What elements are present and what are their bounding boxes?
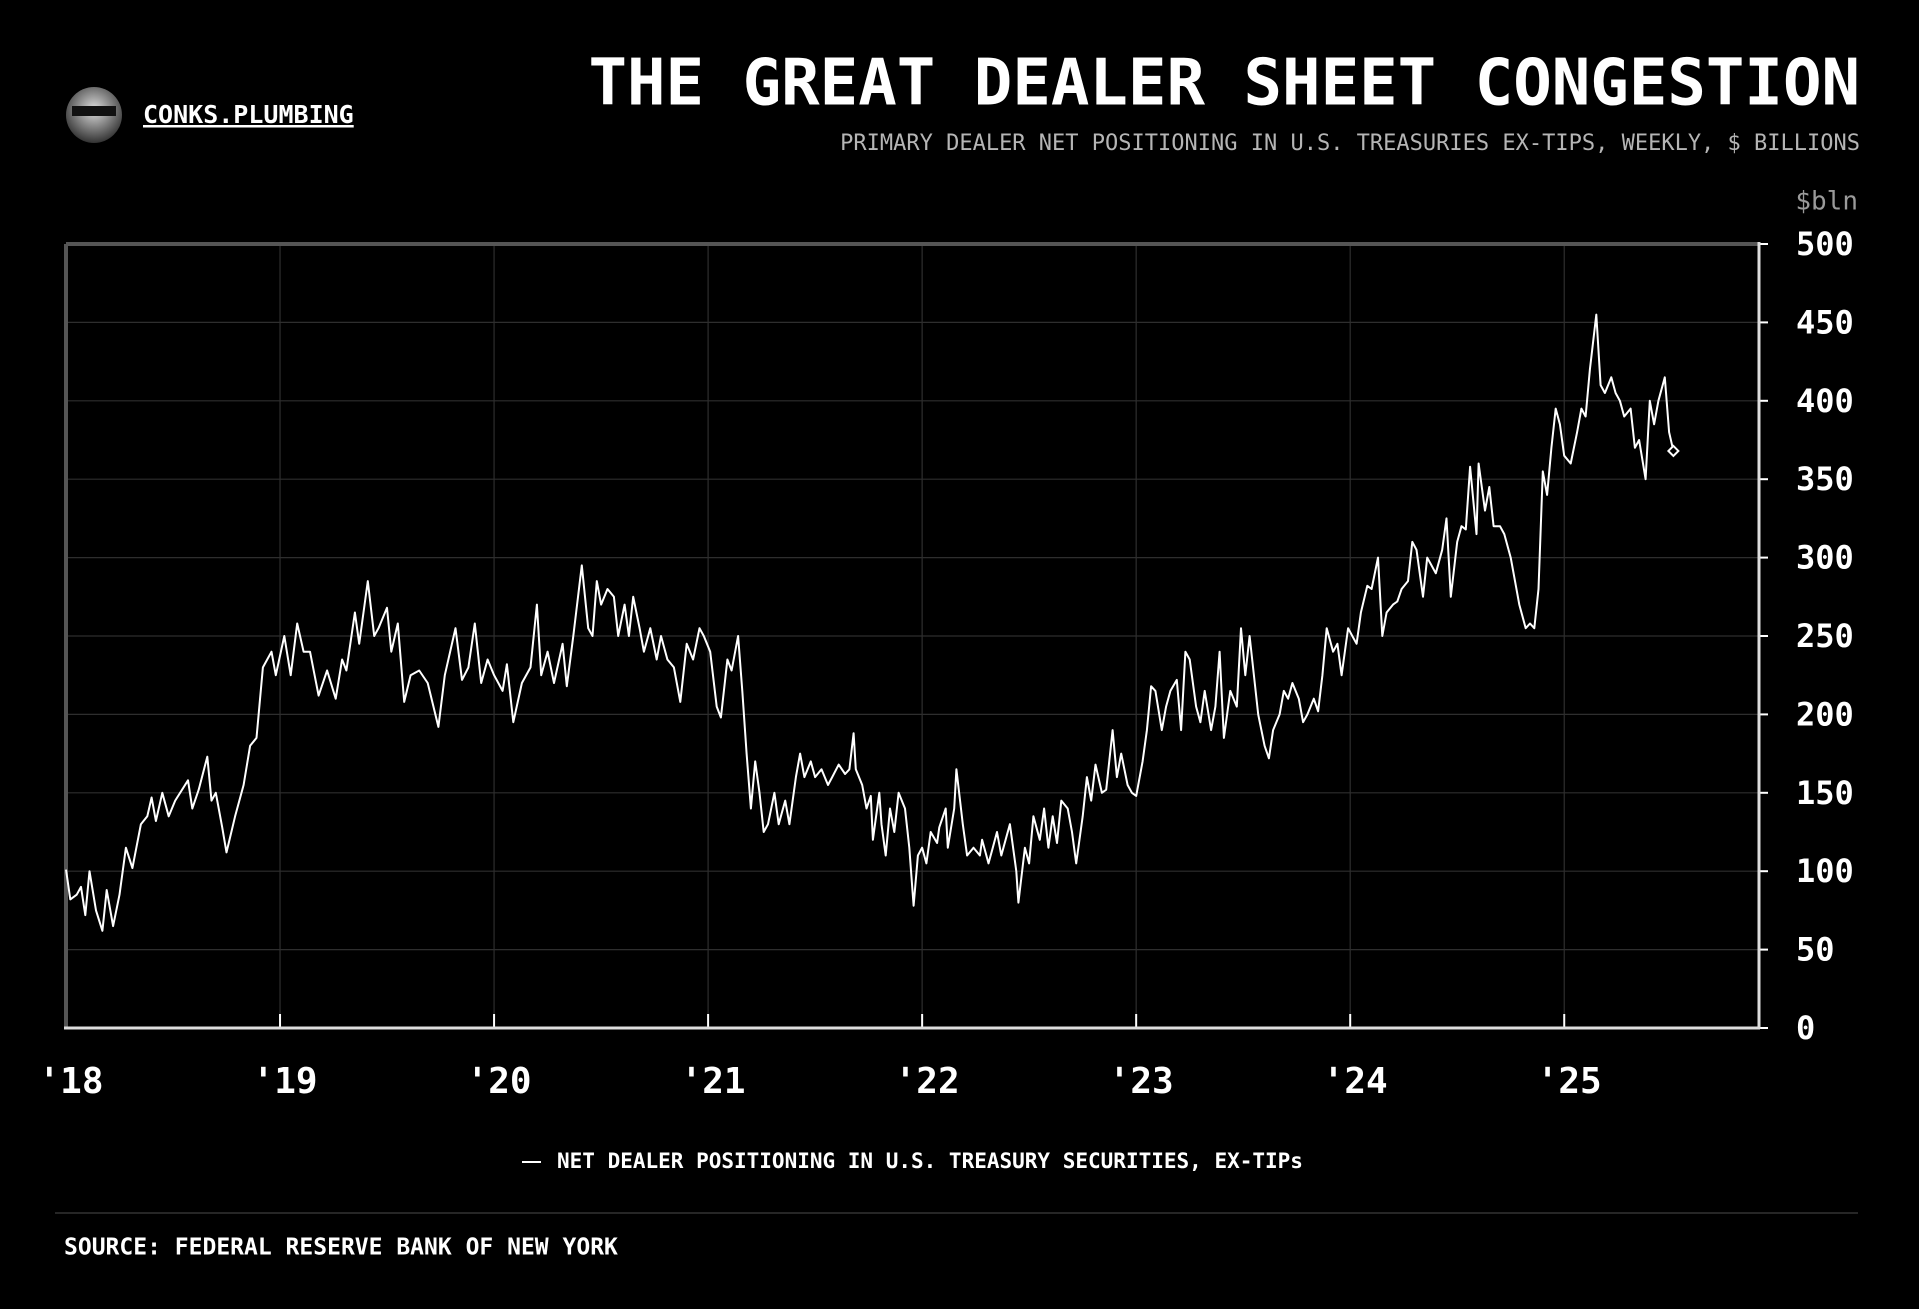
x-tick-label: '20 xyxy=(467,1061,532,1102)
y-tick-label: 250 xyxy=(1796,617,1854,655)
y-tick-label: 150 xyxy=(1796,774,1854,812)
x-tick-label: '19 xyxy=(253,1061,318,1102)
y-tick-label: 400 xyxy=(1796,382,1854,420)
x-tick-label: '18 xyxy=(38,1061,103,1102)
avatar-mask xyxy=(72,106,116,116)
y-tick-label: 350 xyxy=(1796,460,1854,498)
y-unit: $bln xyxy=(1795,187,1858,217)
legend-label: NET DEALER POSITIONING IN U.S. TREASURY … xyxy=(557,1149,1303,1173)
y-tick-label: 100 xyxy=(1796,852,1854,890)
brand-name[interactable]: CONKS.PLUMBING xyxy=(143,100,354,129)
y-tick-label: 200 xyxy=(1796,695,1854,733)
x-tick-label: '21 xyxy=(681,1061,746,1102)
y-tick-label: 0 xyxy=(1796,1009,1815,1047)
y-tick-label: 450 xyxy=(1796,303,1854,341)
end-marker xyxy=(1666,444,1680,458)
x-tick-label: '24 xyxy=(1323,1061,1388,1102)
x-tick-label: '23 xyxy=(1109,1061,1174,1102)
y-tick-label: 50 xyxy=(1796,931,1835,969)
x-tick-label: '22 xyxy=(895,1061,960,1102)
source-note: SOURCE: FEDERAL RESERVE BANK OF NEW YORK xyxy=(64,1235,618,1261)
chart-title: THE GREAT DEALER SHEET CONGESTION xyxy=(588,47,1860,121)
x-tick-label: '25 xyxy=(1537,1061,1602,1102)
chart-subtitle: PRIMARY DEALER NET POSITIONING IN U.S. T… xyxy=(840,131,1860,156)
y-tick-label: 300 xyxy=(1796,539,1854,577)
y-tick-label: 500 xyxy=(1796,225,1854,263)
data-line xyxy=(65,313,1675,932)
